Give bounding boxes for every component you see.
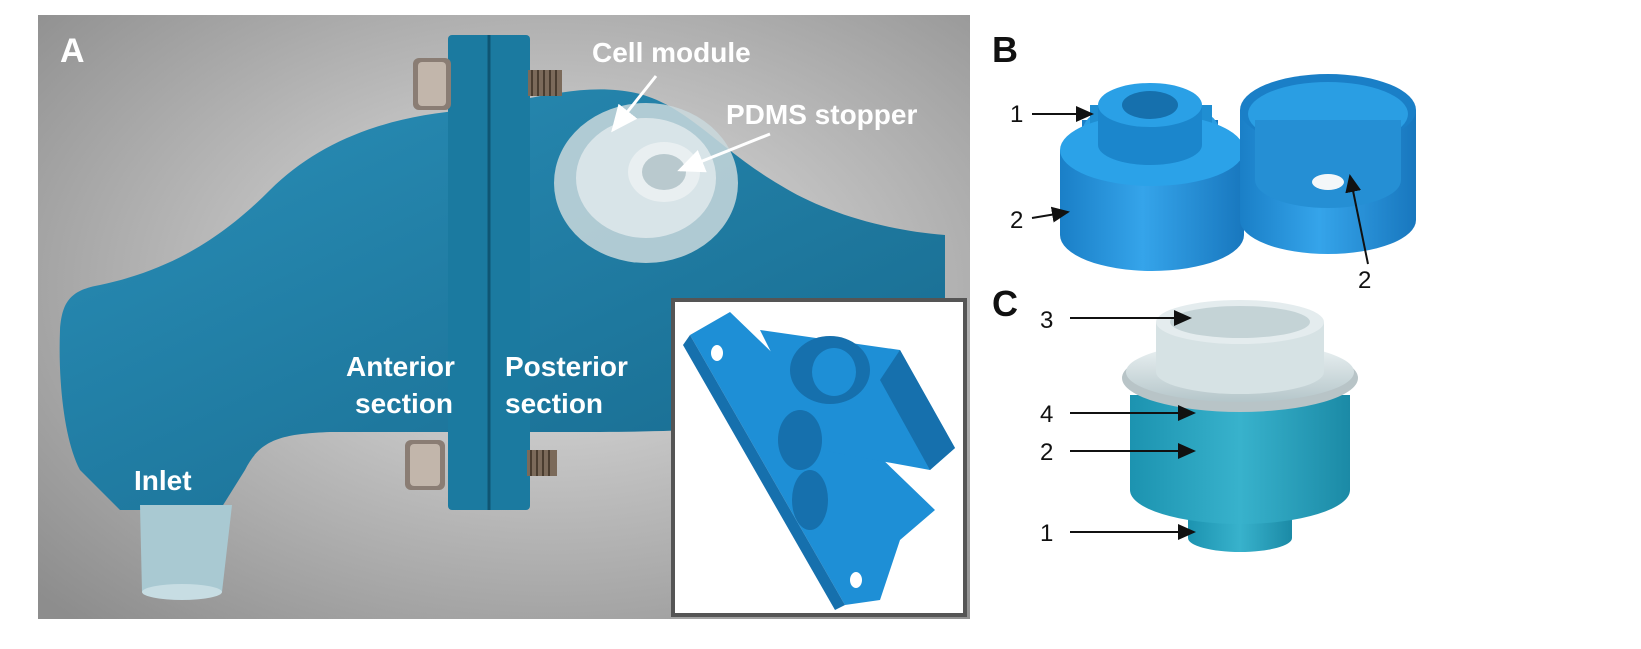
callout-c-3: 3 <box>1040 307 1053 334</box>
callout-c-4: 4 <box>1040 401 1053 428</box>
callout-c-2: 2 <box>1040 439 1053 466</box>
pdms-stopper <box>628 142 700 202</box>
label-anterior-line2: section <box>355 388 453 419</box>
screw-top <box>413 58 562 110</box>
inlet-tube <box>140 505 232 600</box>
arrow-b-2a <box>1031 206 1070 223</box>
panel-a-photo: A Cell module PDMS stopper Anterior sect… <box>38 15 970 619</box>
panel-c: C 3 4 2 1 <box>992 283 1358 552</box>
callout-b-2b: 2 <box>1358 267 1371 294</box>
inlet-opening <box>142 584 222 600</box>
panel-a-letter: A <box>60 32 85 70</box>
panel-c-letter: C <box>992 283 1018 324</box>
label-anterior-line1: Anterior <box>346 351 455 382</box>
arrow-cell-module <box>611 75 658 133</box>
label-inlet: Inlet <box>134 465 192 496</box>
module-cup-part <box>1240 74 1416 254</box>
callout-b-1: 1 <box>1010 101 1023 128</box>
inset-cad-render <box>671 298 967 617</box>
panel-b-letter: B <box>992 29 1018 70</box>
callout-b-2a: 2 <box>1010 207 1023 234</box>
arrow-pdms-stopper <box>677 132 771 173</box>
label-posterior-line2: section <box>505 388 603 419</box>
label-posterior-line1: Posterior <box>505 351 628 382</box>
screw-bottom <box>405 440 557 490</box>
assembled-module-photo <box>1122 300 1358 552</box>
module-base-part <box>1060 83 1244 271</box>
arrow-b-2b <box>1345 174 1369 265</box>
panel-b: B 1 2 2 <box>992 29 1416 294</box>
label-pdms-stopper: PDMS stopper <box>726 99 917 130</box>
callout-c-1: 1 <box>1040 520 1053 547</box>
label-cell-module: Cell module <box>592 37 751 68</box>
